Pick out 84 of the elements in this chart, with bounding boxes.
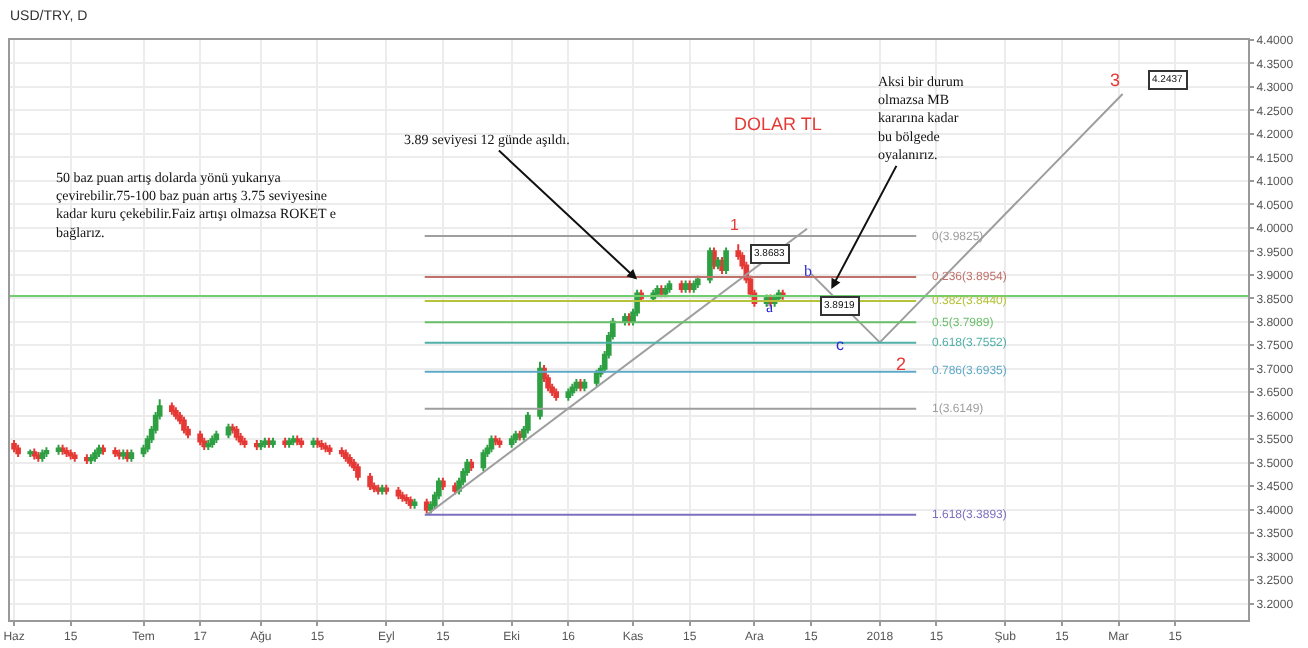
candlestick — [460, 467, 466, 487]
candlestick — [480, 448, 487, 473]
candlestick — [407, 495, 414, 510]
candlestick — [403, 493, 410, 505]
annotation: 2 — [896, 354, 907, 374]
candlestick — [537, 360, 543, 421]
candlestick — [144, 434, 151, 454]
candlestick — [411, 497, 418, 510]
candlestick — [233, 425, 240, 442]
candlestick — [355, 462, 361, 482]
candlestick — [723, 246, 729, 275]
candlestick — [55, 443, 62, 456]
candlestick — [63, 446, 70, 459]
candlestick — [39, 448, 46, 463]
annotation: 3 — [1110, 70, 1121, 90]
candlestick — [654, 284, 661, 299]
candlestick — [326, 443, 333, 456]
candlestick — [508, 434, 515, 449]
candlestick — [436, 476, 442, 501]
candlestick — [399, 490, 406, 503]
candlestick — [27, 448, 34, 459]
candlestick — [197, 429, 203, 447]
candlestick — [371, 481, 377, 494]
candlestick — [735, 243, 742, 261]
candlestick — [128, 448, 135, 463]
candlestick — [464, 457, 470, 477]
candlestick — [342, 448, 349, 463]
candlestick — [512, 429, 519, 444]
candlestick — [395, 486, 402, 501]
candlestick — [270, 436, 276, 449]
candlestick — [338, 446, 345, 459]
candlestick — [290, 434, 297, 447]
candlestick — [258, 439, 264, 451]
candlestick — [318, 439, 325, 451]
candlestick — [496, 436, 503, 449]
candlestick — [525, 410, 531, 435]
annotation: DOLAR TL — [734, 114, 822, 134]
candlestick — [177, 410, 183, 426]
candlestick — [666, 279, 673, 294]
candlestick — [71, 450, 78, 463]
candlestick — [488, 434, 495, 454]
candlestick — [15, 443, 21, 459]
candlestick — [237, 432, 244, 447]
candlestick — [67, 448, 74, 461]
candlestick — [88, 453, 94, 466]
candlestick — [11, 439, 17, 454]
candlestick — [262, 436, 268, 449]
candlestick — [565, 387, 572, 402]
candlestick — [553, 387, 559, 402]
candlestick — [351, 457, 357, 473]
candlestick — [694, 274, 701, 289]
candlestick — [286, 436, 292, 449]
candlestick — [213, 429, 220, 444]
candlestick — [545, 373, 551, 393]
candlestick — [682, 279, 689, 294]
candlestick — [225, 422, 232, 440]
candlestick — [581, 378, 588, 393]
candlestick — [690, 279, 697, 294]
candlestick — [298, 436, 305, 449]
candlestick — [169, 401, 175, 416]
candlestick — [622, 312, 628, 327]
candlestick — [185, 425, 191, 440]
candlestick — [92, 448, 98, 463]
candlestick — [549, 382, 555, 397]
annotation: a — [766, 298, 774, 316]
candlestick — [43, 446, 50, 459]
candlestick — [347, 453, 353, 468]
candlestick — [112, 446, 119, 459]
candlestick — [573, 378, 580, 393]
candlestick — [181, 415, 187, 435]
candlestick — [707, 246, 713, 285]
candlestick — [322, 441, 329, 454]
candlestick — [241, 436, 248, 449]
annotation: 1 — [730, 216, 740, 234]
candlestick — [367, 472, 373, 491]
candlestick — [209, 434, 216, 449]
candlestick — [205, 439, 212, 451]
candlestick — [96, 443, 102, 459]
candlestick — [31, 447, 38, 461]
candlestick — [173, 406, 179, 421]
annotation: b — [804, 262, 812, 280]
candlestick — [310, 436, 317, 449]
candlestick — [120, 448, 127, 461]
candlestick — [379, 483, 386, 496]
